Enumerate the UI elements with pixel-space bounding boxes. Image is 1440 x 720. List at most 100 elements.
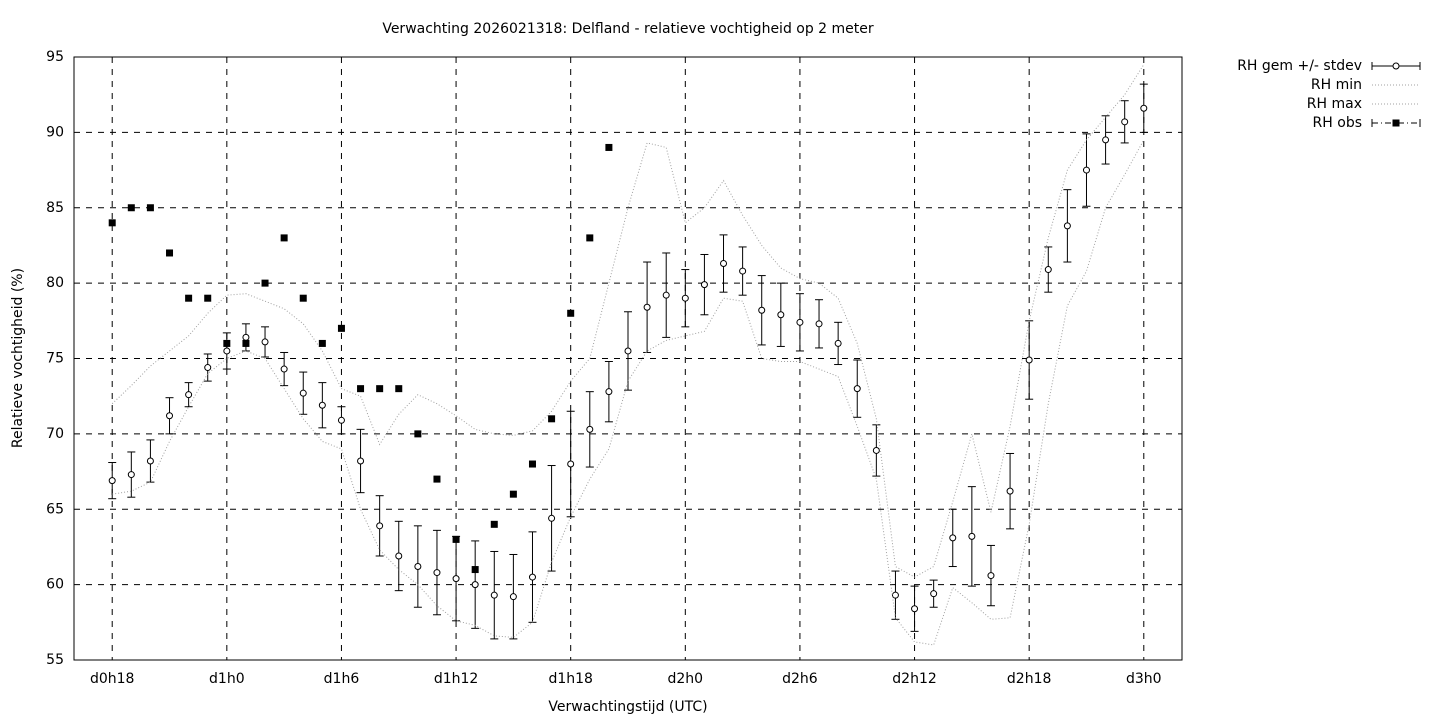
x-tick-label: d2h0: [668, 671, 704, 687]
mean-point: [739, 267, 747, 275]
mean-point: [777, 311, 785, 319]
obs-point: [471, 566, 479, 574]
x-tick-label: d2h18: [1007, 671, 1051, 687]
mean-point: [891, 591, 899, 599]
obs-point: [490, 520, 498, 528]
plot-frame: [73, 56, 1183, 661]
mean-point: [223, 347, 231, 355]
y-tick-label: 55: [46, 652, 64, 668]
obs-point: [185, 294, 193, 302]
mean-point: [490, 591, 498, 599]
obs-point: [337, 324, 345, 332]
chart-title: Verwachting 2026021318: Delfland - relat…: [382, 21, 874, 37]
mean-point: [452, 575, 460, 583]
mean-point: [968, 532, 976, 540]
obs-point: [414, 430, 422, 438]
mean-point: [357, 457, 365, 465]
x-tick-label: d1h18: [548, 671, 592, 687]
mean-point: [509, 593, 517, 601]
mean-point: [395, 552, 403, 560]
obs-point: [261, 279, 269, 287]
mean-point: [242, 333, 250, 341]
obs-point: [567, 309, 575, 317]
x-tick-label: d2h6: [782, 671, 818, 687]
obs-point: [280, 234, 288, 242]
x-tick-label: d1h12: [434, 671, 478, 687]
obs-point: [452, 535, 460, 543]
mean-point: [605, 388, 613, 396]
y-axis-label: Relatieve vochtigheid (%): [10, 268, 26, 448]
legend-label: RH obs: [1313, 115, 1362, 131]
mean-point: [586, 425, 594, 433]
mean-point: [127, 471, 135, 479]
obs-point: [299, 294, 307, 302]
range-line: [112, 139, 1145, 646]
mean-point: [337, 416, 345, 424]
mean-point: [204, 364, 212, 372]
mean-point: [1025, 356, 1033, 364]
y-tick-label: 60: [46, 577, 64, 593]
mean-point: [261, 338, 269, 346]
mean-point: [796, 318, 804, 326]
mean-point: [1063, 222, 1071, 230]
mean-point: [166, 412, 174, 420]
mean-point: [548, 514, 556, 522]
mean-point: [700, 281, 708, 289]
mean-point: [949, 534, 957, 542]
mean-point: [872, 446, 880, 454]
legend-label: RH max: [1307, 96, 1362, 112]
mean-point: [376, 522, 384, 530]
obs-point: [242, 339, 250, 347]
obs-point: [509, 490, 517, 498]
obs-point: [605, 143, 613, 151]
mean-point: [318, 401, 326, 409]
mean-point: [280, 365, 288, 373]
obs-point: [204, 294, 212, 302]
mean-point: [1082, 166, 1090, 174]
mean-point: [681, 294, 689, 302]
mean-point: [662, 291, 670, 299]
obs-point: [395, 385, 403, 393]
y-tick-label: 80: [46, 275, 64, 291]
obs-point: [528, 460, 536, 468]
mean-point: [758, 306, 766, 314]
mean-point: [528, 573, 536, 581]
obs-point: [586, 234, 594, 242]
obs-point: [127, 204, 135, 212]
y-tick-label: 90: [46, 124, 64, 140]
x-tick-label: d1h0: [209, 671, 245, 687]
obs-point: [548, 415, 556, 423]
y-tick-label: 70: [46, 426, 64, 442]
mean-point: [815, 320, 823, 328]
mean-point: [987, 572, 995, 580]
x-tick-label: d0h18: [90, 671, 134, 687]
mean-point: [471, 581, 479, 589]
obs-point: [166, 249, 174, 257]
mean-point: [414, 563, 422, 571]
mean-point: [108, 477, 116, 485]
mean-point: [1140, 104, 1148, 112]
mean-point: [146, 457, 154, 465]
mean-point: [1006, 487, 1014, 495]
x-axis-label: Verwachtingstijd (UTC): [548, 699, 707, 715]
y-tick-label: 85: [46, 200, 64, 216]
y-tick-label: 95: [46, 49, 64, 65]
obs-point: [108, 219, 116, 227]
obs-point: [223, 339, 231, 347]
mean-point: [1044, 266, 1052, 274]
mean-point: [930, 590, 938, 598]
mean-point: [911, 605, 919, 613]
y-tick-label: 65: [46, 501, 64, 517]
obs-point: [318, 339, 326, 347]
mean-point: [720, 260, 728, 268]
mean-point: [834, 339, 842, 347]
x-tick-label: d1h6: [324, 671, 360, 687]
legend-label: RH gem +/- stdev: [1237, 58, 1362, 74]
obs-point: [357, 385, 365, 393]
y-tick-label: 75: [46, 351, 64, 367]
x-tick-label: d2h12: [892, 671, 936, 687]
obs-point: [146, 204, 154, 212]
mean-point: [1102, 136, 1110, 144]
